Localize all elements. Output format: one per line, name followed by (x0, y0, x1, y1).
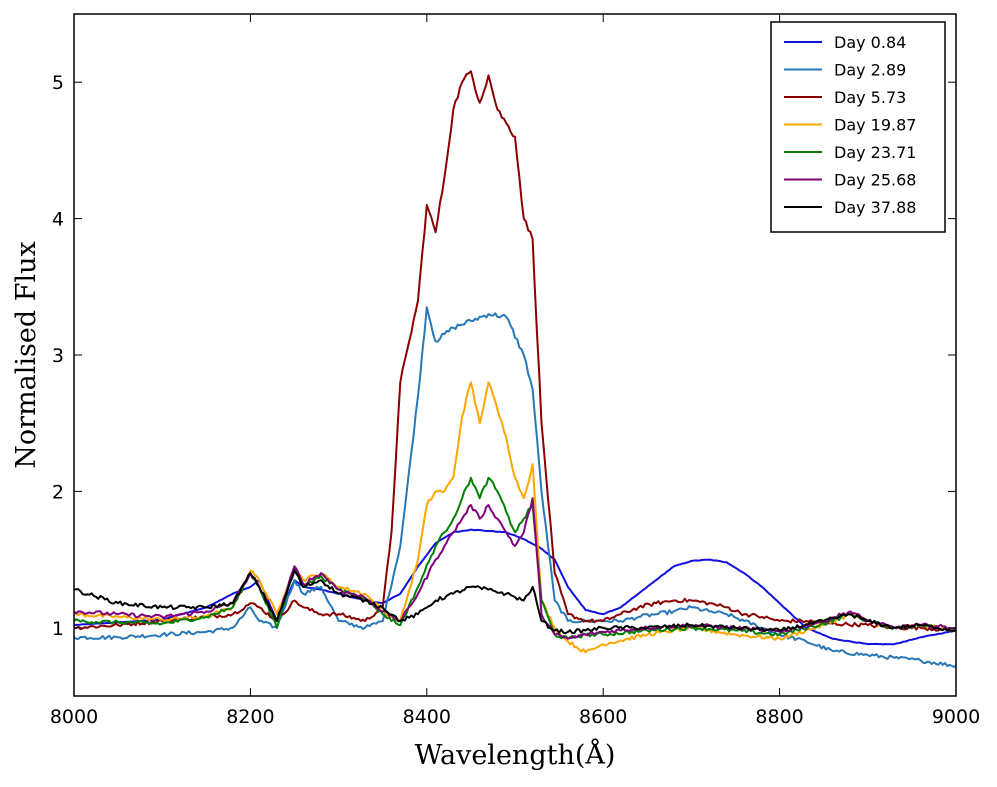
y-tick-label: 2 (52, 481, 64, 503)
x-tick-label: 8800 (755, 706, 803, 728)
legend: Day 0.84 Day 2.89 Day 5.73 Day 19.87 Day 23.… (770, 21, 946, 233)
legend-label: Day 2.89 (834, 61, 906, 80)
series-line-day-2-89 (74, 306, 956, 668)
y-tick-label: 4 (52, 209, 64, 231)
legend-label: Day 23.71 (834, 143, 916, 162)
y-tick-label: 1 (52, 618, 64, 640)
x-axis-title: Wavelength(Å) (415, 738, 616, 771)
ticks-layer: 8000 8200 8400 8600 8800 9000 1 2 3 4 5 (50, 14, 980, 728)
x-tick-label: 8400 (403, 706, 451, 728)
x-tick-label: 8200 (226, 706, 274, 728)
series-line-day-5-73 (74, 70, 956, 633)
legend-label: Day 25.68 (834, 171, 916, 190)
legend-label: Day 37.88 (834, 198, 916, 217)
x-tick-label: 8000 (50, 706, 98, 728)
x-tick-label: 8600 (579, 706, 627, 728)
y-axis-title: Normalised Flux (11, 241, 42, 468)
legend-frame (770, 21, 946, 233)
x-tick-label: 9000 (932, 706, 980, 728)
legend-label: Day 5.73 (834, 88, 906, 107)
y-tick-label: 3 (52, 345, 64, 367)
series-line-day-37-88 (74, 569, 956, 635)
legend-label: Day 0.84 (834, 33, 906, 52)
y-tick-label: 5 (52, 72, 64, 94)
legend-label: Day 19.87 (834, 116, 916, 135)
series-layer (74, 70, 956, 668)
